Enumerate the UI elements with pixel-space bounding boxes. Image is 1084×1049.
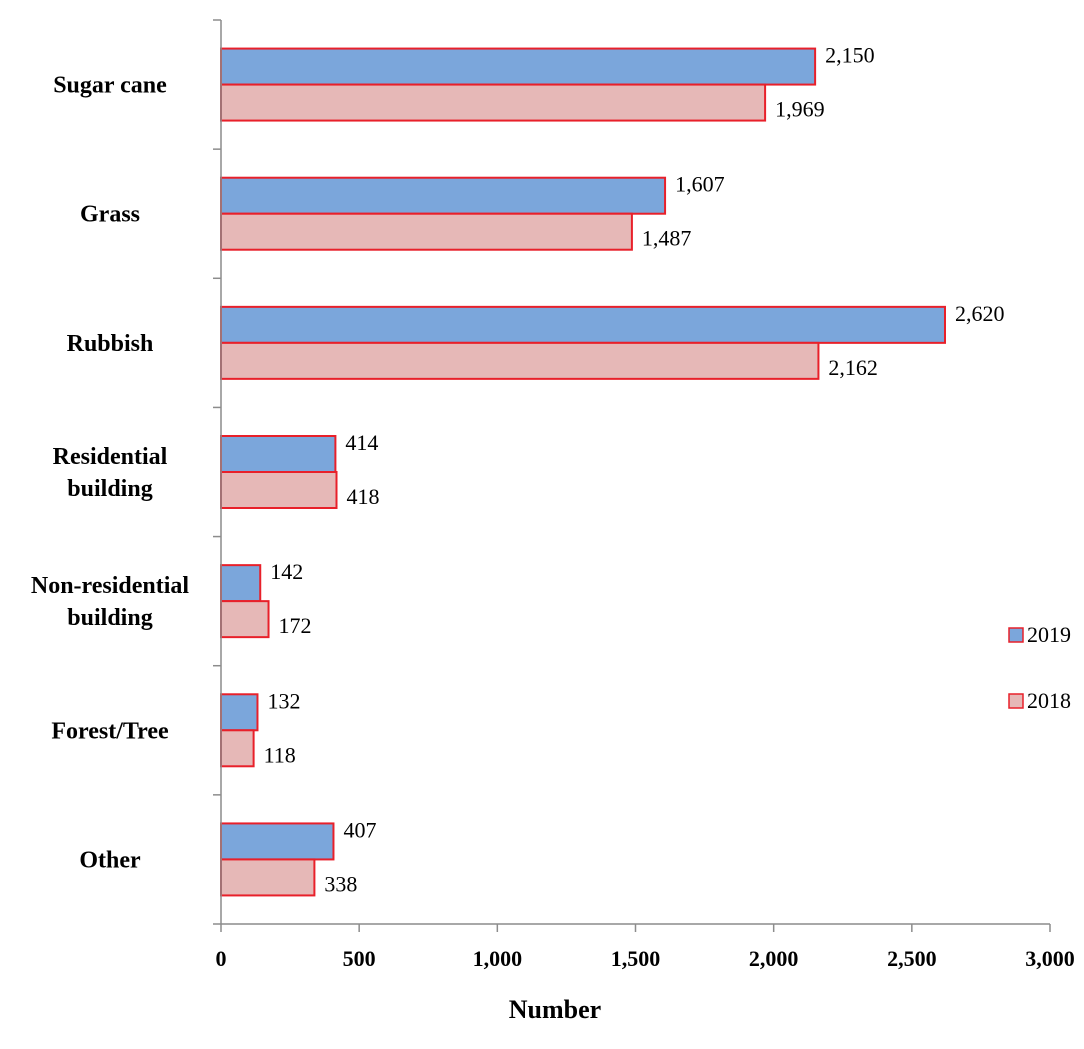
category-label-line: Forest/Tree bbox=[51, 718, 169, 744]
data-label-2019: 142 bbox=[270, 559, 303, 584]
category-label-line: Grass bbox=[80, 202, 140, 228]
bars-layer bbox=[220, 47, 946, 897]
bar-2018 bbox=[220, 83, 767, 122]
data-label-2018: 118 bbox=[264, 742, 296, 767]
legend-label-2018: 2018 bbox=[1027, 688, 1071, 713]
x-tick-label: 1,000 bbox=[473, 946, 523, 971]
data-label-2018: 2,162 bbox=[828, 355, 878, 380]
category-label: Grass bbox=[80, 202, 140, 228]
category-label: Forest/Tree bbox=[51, 718, 169, 744]
legend-swatch-2019 bbox=[1008, 627, 1024, 643]
bar-2019 bbox=[220, 305, 946, 344]
x-axis-title: Number bbox=[509, 995, 601, 1024]
category-label-line: Rubbish bbox=[67, 331, 154, 357]
category-label: Residential building bbox=[53, 444, 168, 502]
data-label-2019: 407 bbox=[343, 817, 376, 842]
category-label-line: building bbox=[67, 605, 152, 631]
data-label-2018: 418 bbox=[347, 484, 380, 509]
data-label-2019: 1,607 bbox=[675, 172, 725, 197]
legend-label-2019: 2019 bbox=[1027, 622, 1071, 647]
data-label-2018: 1,969 bbox=[775, 97, 825, 122]
bar-2018 bbox=[220, 600, 270, 639]
category-label-line: Other bbox=[79, 847, 141, 873]
category-label: Other bbox=[79, 847, 141, 873]
x-tick-label: 3,000 bbox=[1025, 946, 1075, 971]
category-label-line: Non-residential bbox=[31, 573, 190, 599]
bar-2019 bbox=[220, 176, 667, 215]
category-label-line: Sugar cane bbox=[53, 73, 167, 99]
data-label-2018: 1,487 bbox=[642, 226, 692, 251]
x-tick-label: 500 bbox=[343, 946, 376, 971]
x-tick-label: 2,000 bbox=[749, 946, 799, 971]
bar-2019 bbox=[220, 435, 337, 473]
legend: 2019 2018 bbox=[1008, 622, 1071, 713]
bar-2019 bbox=[220, 47, 817, 86]
data-label-2019: 2,620 bbox=[955, 301, 1005, 326]
labels-layer: 0 500 1,000 1,500 2,000 2,500 3,000 Sugar cane G… bbox=[31, 43, 1075, 971]
category-label: Rubbish bbox=[67, 331, 154, 357]
bar-2018 bbox=[220, 729, 255, 768]
bar-2018 bbox=[220, 471, 338, 509]
data-label-2019: 2,150 bbox=[825, 43, 875, 68]
x-tick-label: 1,500 bbox=[611, 946, 661, 971]
legend-swatch-2018 bbox=[1008, 693, 1024, 709]
x-tick-label: 0 bbox=[216, 946, 227, 971]
bar-2019 bbox=[220, 564, 262, 603]
data-label-2018: 338 bbox=[324, 871, 357, 896]
data-label-2019: 414 bbox=[345, 430, 378, 455]
data-label-2018: 172 bbox=[279, 613, 312, 638]
bar-2018 bbox=[220, 341, 820, 380]
category-label: Non-residential building bbox=[31, 573, 190, 631]
bar-2019 bbox=[220, 693, 259, 732]
bar-2018 bbox=[220, 858, 316, 897]
category-label: Sugar cane bbox=[53, 73, 167, 99]
bar-2019 bbox=[220, 822, 335, 861]
x-tick-label: 2,500 bbox=[887, 946, 937, 971]
bar-2018 bbox=[220, 212, 633, 251]
data-label-2019: 132 bbox=[267, 688, 300, 713]
category-label-line: building bbox=[67, 476, 152, 502]
axis-layer bbox=[213, 19, 1051, 932]
category-label-line: Residential bbox=[53, 444, 168, 470]
